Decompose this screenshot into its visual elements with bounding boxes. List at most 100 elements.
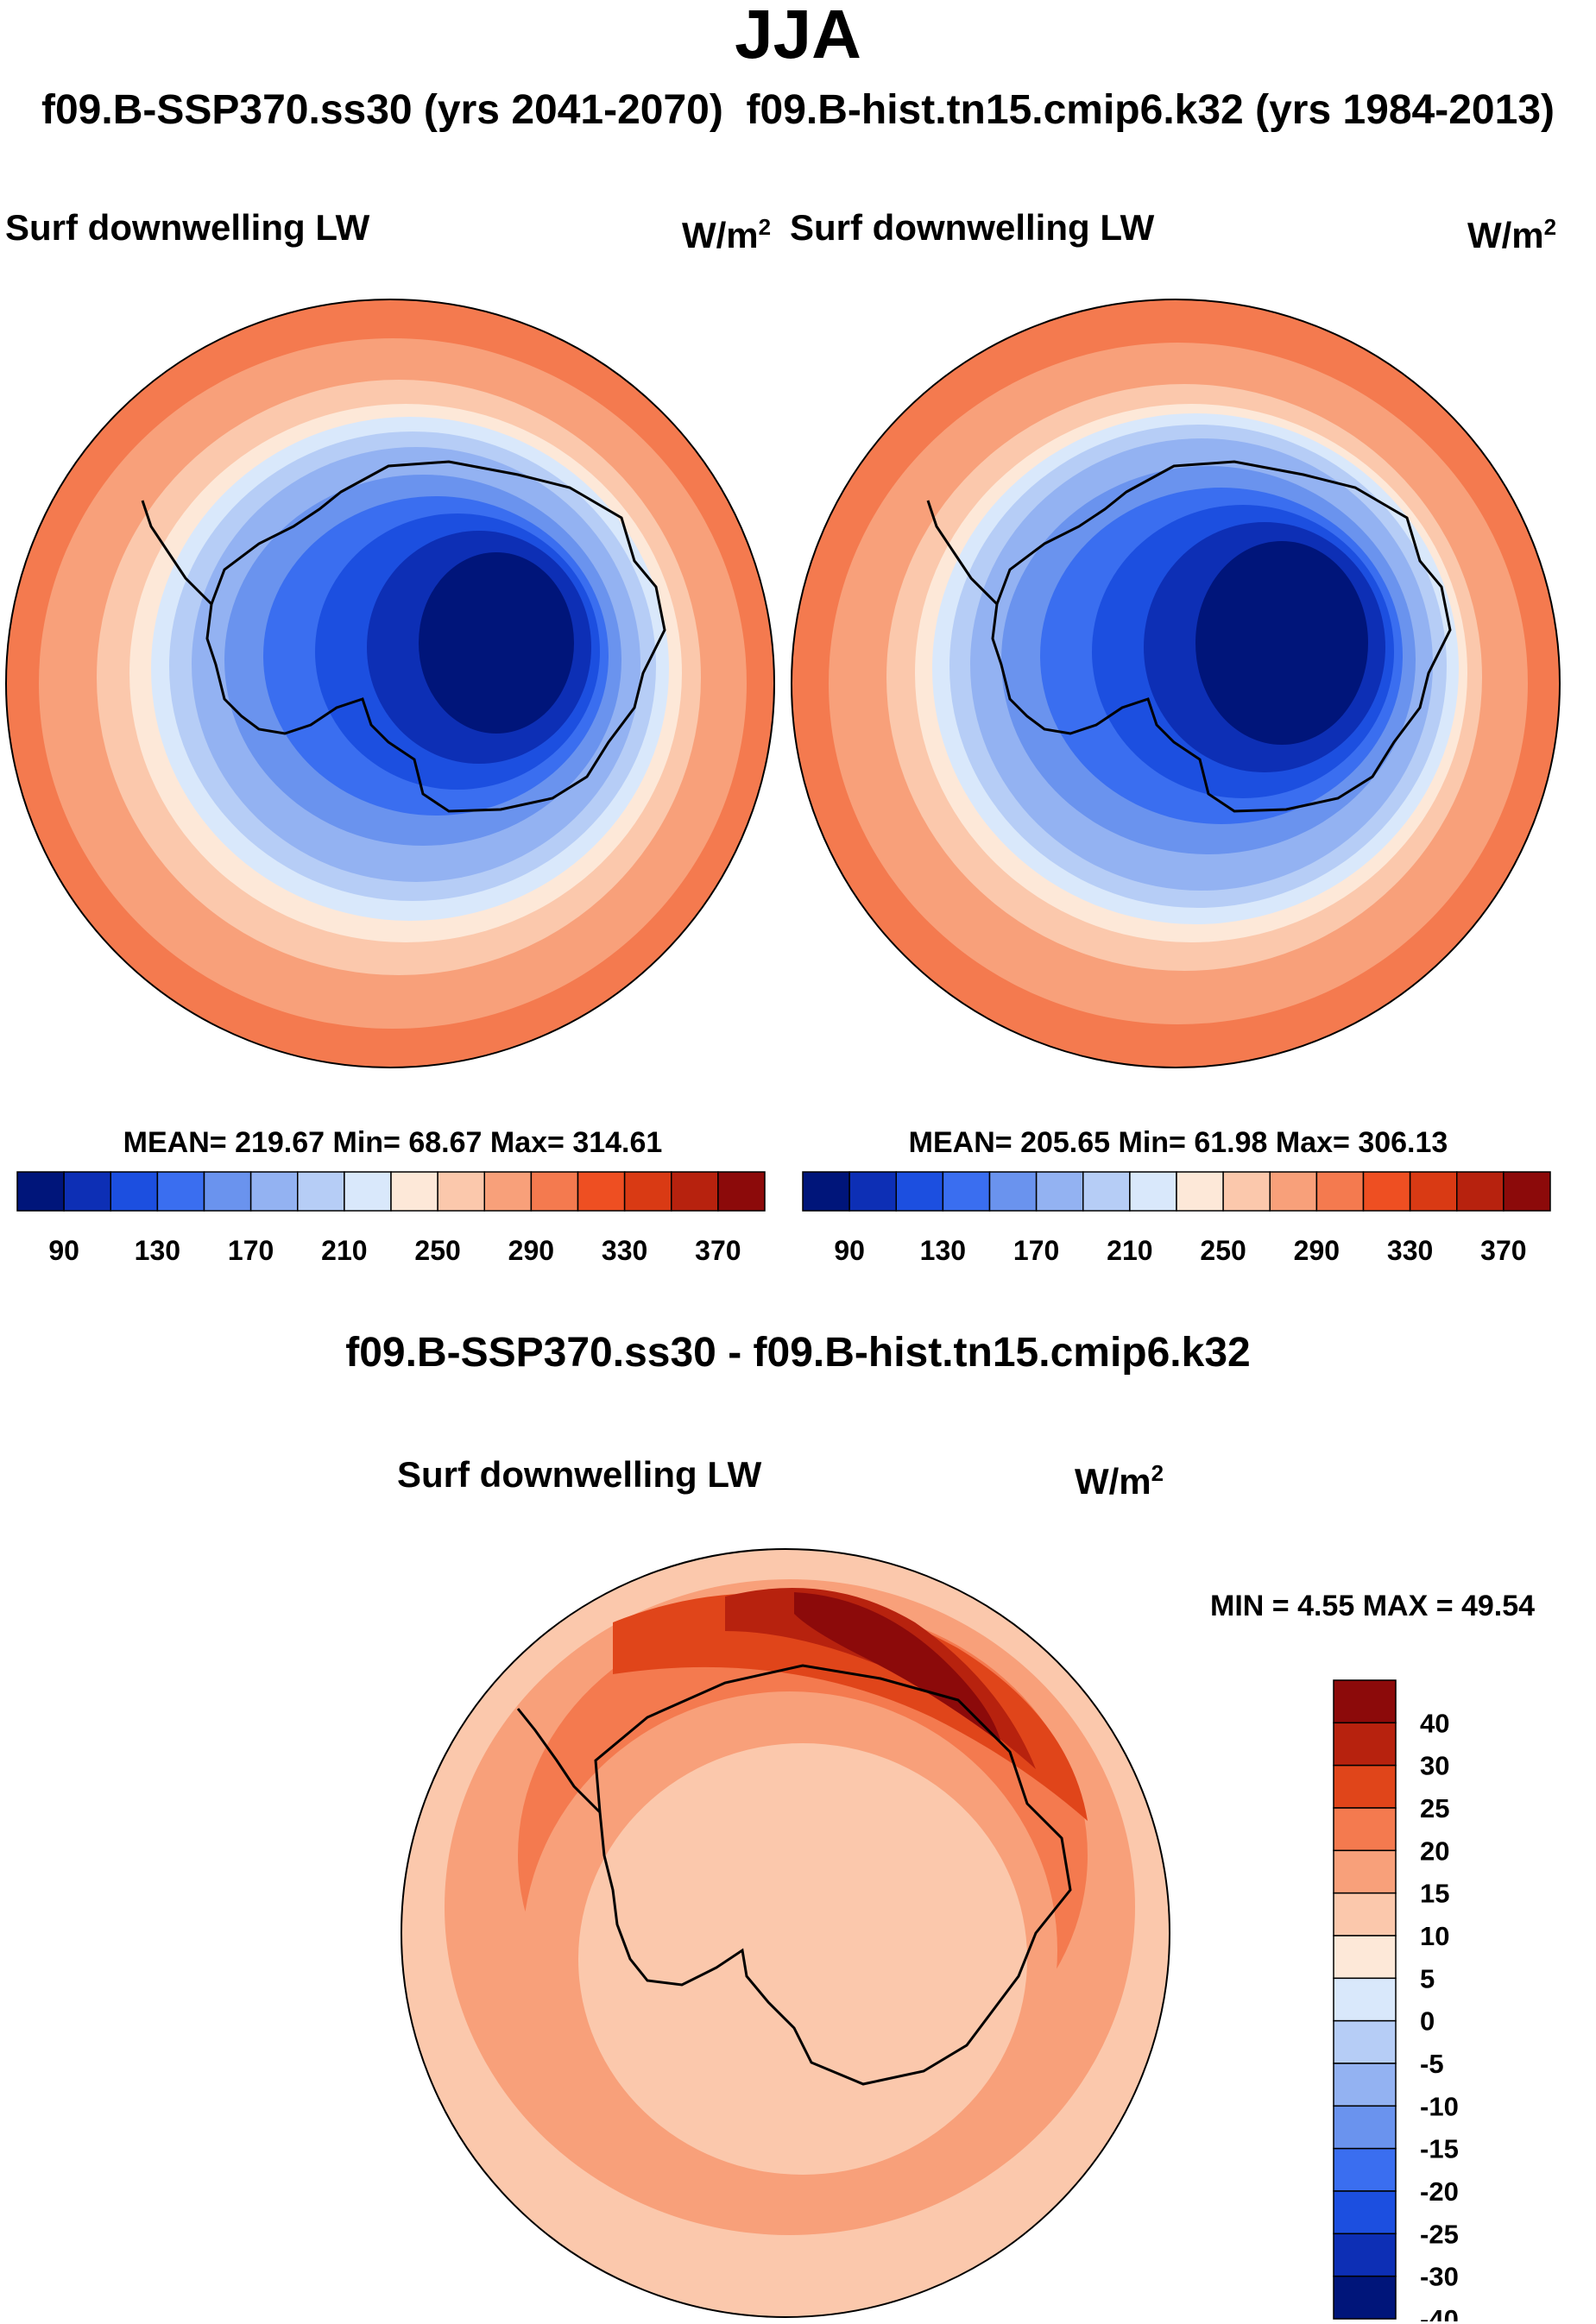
colorbar-tick-label: 15 — [1420, 1879, 1449, 1909]
colorbar-swatch — [988, 1171, 1038, 1212]
colorbar-swatch — [16, 1171, 65, 1212]
field-band-3 — [613, 1593, 1088, 1821]
map-panel-2 — [791, 299, 1561, 1068]
colorbar-tick-label: 250 — [414, 1235, 460, 1266]
colorbar-swatch — [1333, 1849, 1397, 1894]
colorbar-tick-label: 370 — [1480, 1235, 1526, 1266]
panel1-stats: MEAN= 219.67 Min= 68.67 Max= 314.61 — [123, 1126, 663, 1159]
colorbar-swatch — [623, 1171, 672, 1212]
colorbar-swatch — [1176, 1171, 1224, 1212]
colorbar-swatch — [1333, 1679, 1397, 1724]
colorbar-swatch — [1315, 1171, 1365, 1212]
panel1-units-base: W/m — [682, 215, 759, 255]
panel3-variable: Surf downwelling LW — [397, 1454, 762, 1495]
colorbar-swatch — [802, 1171, 850, 1212]
colorbar-swatch — [1333, 2063, 1397, 2107]
colorbar-tick-label: -40 — [1420, 2304, 1459, 2321]
panel3-units-base: W/m — [1075, 1461, 1151, 1502]
figure-title: JJA — [735, 0, 861, 72]
colorbar-swatch — [203, 1171, 252, 1212]
colorbar-tick-label: 40 — [1420, 1708, 1449, 1738]
peninsula-coastline — [926, 500, 999, 606]
colorbar-swatch — [895, 1171, 944, 1212]
colorbar-swatch — [1333, 1977, 1397, 2022]
antarctica-coastline — [594, 1664, 1072, 2086]
colorbar-swatch — [297, 1171, 345, 1212]
colorbar-swatch — [156, 1171, 205, 1212]
colorbar-labels: 90 130 170 210 250 290 330 370 — [834, 1235, 1526, 1266]
panel1-units-exp: 2 — [758, 214, 772, 240]
colorbar-difference: 40 30 25 20 15 10 5 0 -5 -10 -15 -20 -25 -30 -40 — [1333, 1679, 1459, 2321]
colorbar-tick-label: 330 — [1387, 1235, 1433, 1266]
panel2-units-exp: 2 — [1543, 214, 1557, 240]
colorbar-swatch — [1333, 1722, 1397, 1767]
colorbar-swatch — [1333, 2105, 1397, 2150]
colorbar-swatch — [1333, 1807, 1397, 1852]
colorbar-swatch — [249, 1171, 299, 1212]
colorbar-tick-label: 370 — [695, 1235, 741, 1266]
colorbar-swatch — [1333, 1764, 1397, 1809]
antarctica-coastline — [205, 460, 666, 813]
colorbar-swatches — [1333, 1679, 1397, 2320]
colorbar-swatch — [1333, 1892, 1397, 1937]
panel2-units-base: W/m — [1467, 215, 1544, 255]
colorbar-tick-label: 90 — [834, 1235, 865, 1266]
colorbar-labels: 90 130 170 210 250 290 330 370 — [48, 1235, 741, 1266]
colorbar-tick-label: 90 — [48, 1235, 79, 1266]
colorbar-swatch — [1082, 1171, 1131, 1212]
colorbar-swatch — [344, 1171, 392, 1212]
colorbar-swatch — [717, 1171, 766, 1212]
panel3-stats: MIN = 4.55 MAX = 49.54 — [1210, 1590, 1536, 1622]
subtitle-left: f09.B-SSP370.ss30 (yrs 2041-2070) — [41, 87, 723, 133]
colorbar-tick-label: 210 — [321, 1235, 367, 1266]
colorbar-tick-label: 290 — [508, 1235, 554, 1266]
colorbar-tick-label: 130 — [135, 1235, 180, 1266]
colorbar-labels: 40 30 25 20 15 10 5 0 -5 -10 -15 -20 -25 -30 -40 — [1420, 1708, 1459, 2321]
colorbar-tick-label: 130 — [920, 1235, 966, 1266]
field-band-4 — [725, 1588, 1036, 1769]
colorbar-tick-label: -15 — [1420, 2134, 1459, 2164]
colorbar-swatch — [530, 1171, 579, 1212]
colorbar-tick-label: 330 — [602, 1235, 647, 1266]
colorbar-tick-label: 250 — [1200, 1235, 1246, 1266]
colorbar-tick-label: -25 — [1420, 2219, 1459, 2249]
colorbar-swatch — [63, 1171, 111, 1212]
field-core — [1195, 541, 1368, 745]
colorbar-swatch — [848, 1171, 897, 1212]
map-panel-difference — [401, 1548, 1170, 2318]
peninsula-coastline — [516, 1708, 602, 1814]
colorbar-swatches — [802, 1171, 1551, 1212]
colorbar-tick-label: 10 — [1420, 1921, 1449, 1951]
colorbar-swatch — [1362, 1171, 1411, 1212]
colorbar-swatches — [16, 1171, 766, 1212]
colorbar-tick-label: 0 — [1420, 2006, 1435, 2037]
colorbar-tick-label: 170 — [228, 1235, 274, 1266]
colorbar-swatch — [671, 1171, 719, 1212]
colorbar-swatch — [1333, 1935, 1397, 1980]
panel1-units: W/m2 — [682, 214, 771, 256]
colorbar-swatch — [1222, 1171, 1271, 1212]
peninsula-coastline — [141, 500, 213, 606]
colorbar-tick-label: 210 — [1107, 1235, 1152, 1266]
colorbar-tick-label: 30 — [1420, 1751, 1449, 1781]
colorbar-swatch — [1333, 2147, 1397, 2192]
colorbar-tick-label: -5 — [1420, 2049, 1444, 2079]
colorbar-swatch — [390, 1171, 438, 1212]
colorbar-tick-label: -10 — [1420, 2091, 1459, 2121]
map-border — [5, 299, 775, 1068]
map-border — [401, 1548, 1170, 2318]
colorbar-swatch — [437, 1171, 485, 1212]
colorbar-swatch — [110, 1171, 159, 1212]
colorbar-tick-label: 5 — [1420, 1963, 1435, 1993]
colorbar-swatch — [942, 1171, 991, 1212]
colorbar-swatch — [483, 1171, 533, 1212]
colorbar-swatch — [577, 1171, 626, 1212]
colorbar-swatch — [1409, 1171, 1458, 1212]
colorbar-tick-label: 170 — [1013, 1235, 1059, 1266]
colorbar-swatch — [1035, 1171, 1084, 1212]
map-border — [791, 299, 1561, 1068]
field-core — [419, 552, 574, 734]
colorbar-swatch — [1333, 2233, 1397, 2277]
panel3-units: W/m2 — [1075, 1460, 1164, 1502]
colorbar-1: 90 130 170 210 250 290 330 370 — [16, 1171, 766, 1266]
